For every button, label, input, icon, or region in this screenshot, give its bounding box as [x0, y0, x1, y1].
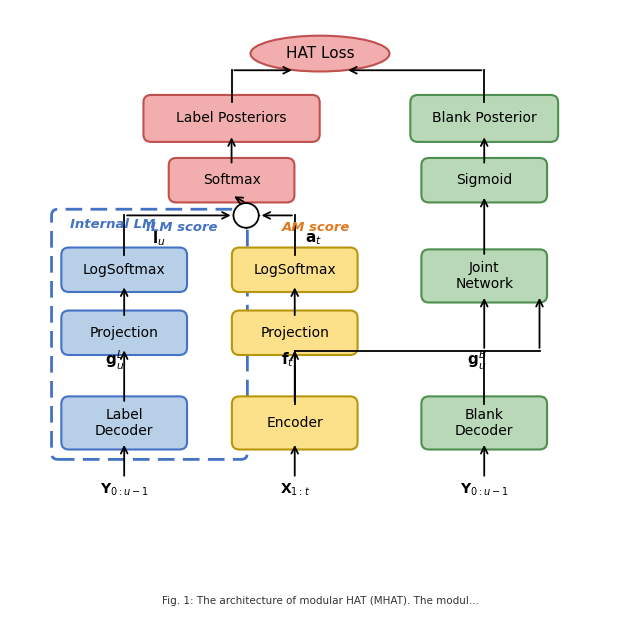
FancyBboxPatch shape [61, 247, 187, 292]
Text: Projection: Projection [260, 326, 329, 340]
Text: Encoder: Encoder [266, 416, 323, 430]
Text: Blank Posterior: Blank Posterior [432, 111, 536, 125]
Text: $\mathbf{f}_{t}$: $\mathbf{f}_{t}$ [280, 351, 294, 369]
Text: Blank
Decoder: Blank Decoder [455, 408, 513, 438]
Text: $\mathbf{g}_{u}^{L}$: $\mathbf{g}_{u}^{L}$ [105, 348, 124, 372]
Text: $\mathbf{X}_{1:t}$: $\mathbf{X}_{1:t}$ [280, 482, 310, 498]
FancyBboxPatch shape [61, 396, 187, 449]
Ellipse shape [250, 36, 390, 71]
Text: $\mathbf{Y}_{0:u-1}$: $\mathbf{Y}_{0:u-1}$ [460, 482, 509, 498]
Text: $\mathbf{Y}_{0:u-1}$: $\mathbf{Y}_{0:u-1}$ [100, 482, 148, 498]
Text: $\mathbf{a}_{t}$: $\mathbf{a}_{t}$ [305, 231, 322, 247]
Text: Sigmoid: Sigmoid [456, 173, 513, 187]
Text: LogSoftmax: LogSoftmax [83, 263, 166, 277]
Circle shape [234, 203, 259, 228]
FancyBboxPatch shape [143, 95, 320, 142]
FancyBboxPatch shape [421, 396, 547, 449]
Text: $\mathbf{g}_{u}^{B}$: $\mathbf{g}_{u}^{B}$ [467, 348, 486, 372]
Text: AM score: AM score [282, 221, 351, 234]
FancyBboxPatch shape [169, 158, 294, 202]
FancyBboxPatch shape [410, 95, 558, 142]
Text: ILM score: ILM score [147, 221, 218, 234]
Text: Projection: Projection [90, 326, 159, 340]
FancyBboxPatch shape [421, 158, 547, 202]
Text: $\mathbf{l}_{u}$: $\mathbf{l}_{u}$ [152, 230, 166, 249]
Text: Joint
Network: Joint Network [455, 261, 513, 291]
FancyBboxPatch shape [421, 249, 547, 302]
FancyBboxPatch shape [232, 396, 358, 449]
FancyBboxPatch shape [232, 310, 358, 355]
Text: Label Posteriors: Label Posteriors [176, 111, 287, 125]
FancyBboxPatch shape [61, 310, 187, 355]
Text: HAT Loss: HAT Loss [285, 46, 355, 61]
Text: Label
Decoder: Label Decoder [95, 408, 154, 438]
Text: Softmax: Softmax [203, 173, 260, 187]
Text: LogSoftmax: LogSoftmax [253, 263, 336, 277]
FancyBboxPatch shape [232, 247, 358, 292]
Text: Fig. 1: The architecture of modular HAT (MHAT). The modul...: Fig. 1: The architecture of modular HAT … [161, 597, 479, 607]
Text: Internal LM: Internal LM [70, 218, 156, 232]
